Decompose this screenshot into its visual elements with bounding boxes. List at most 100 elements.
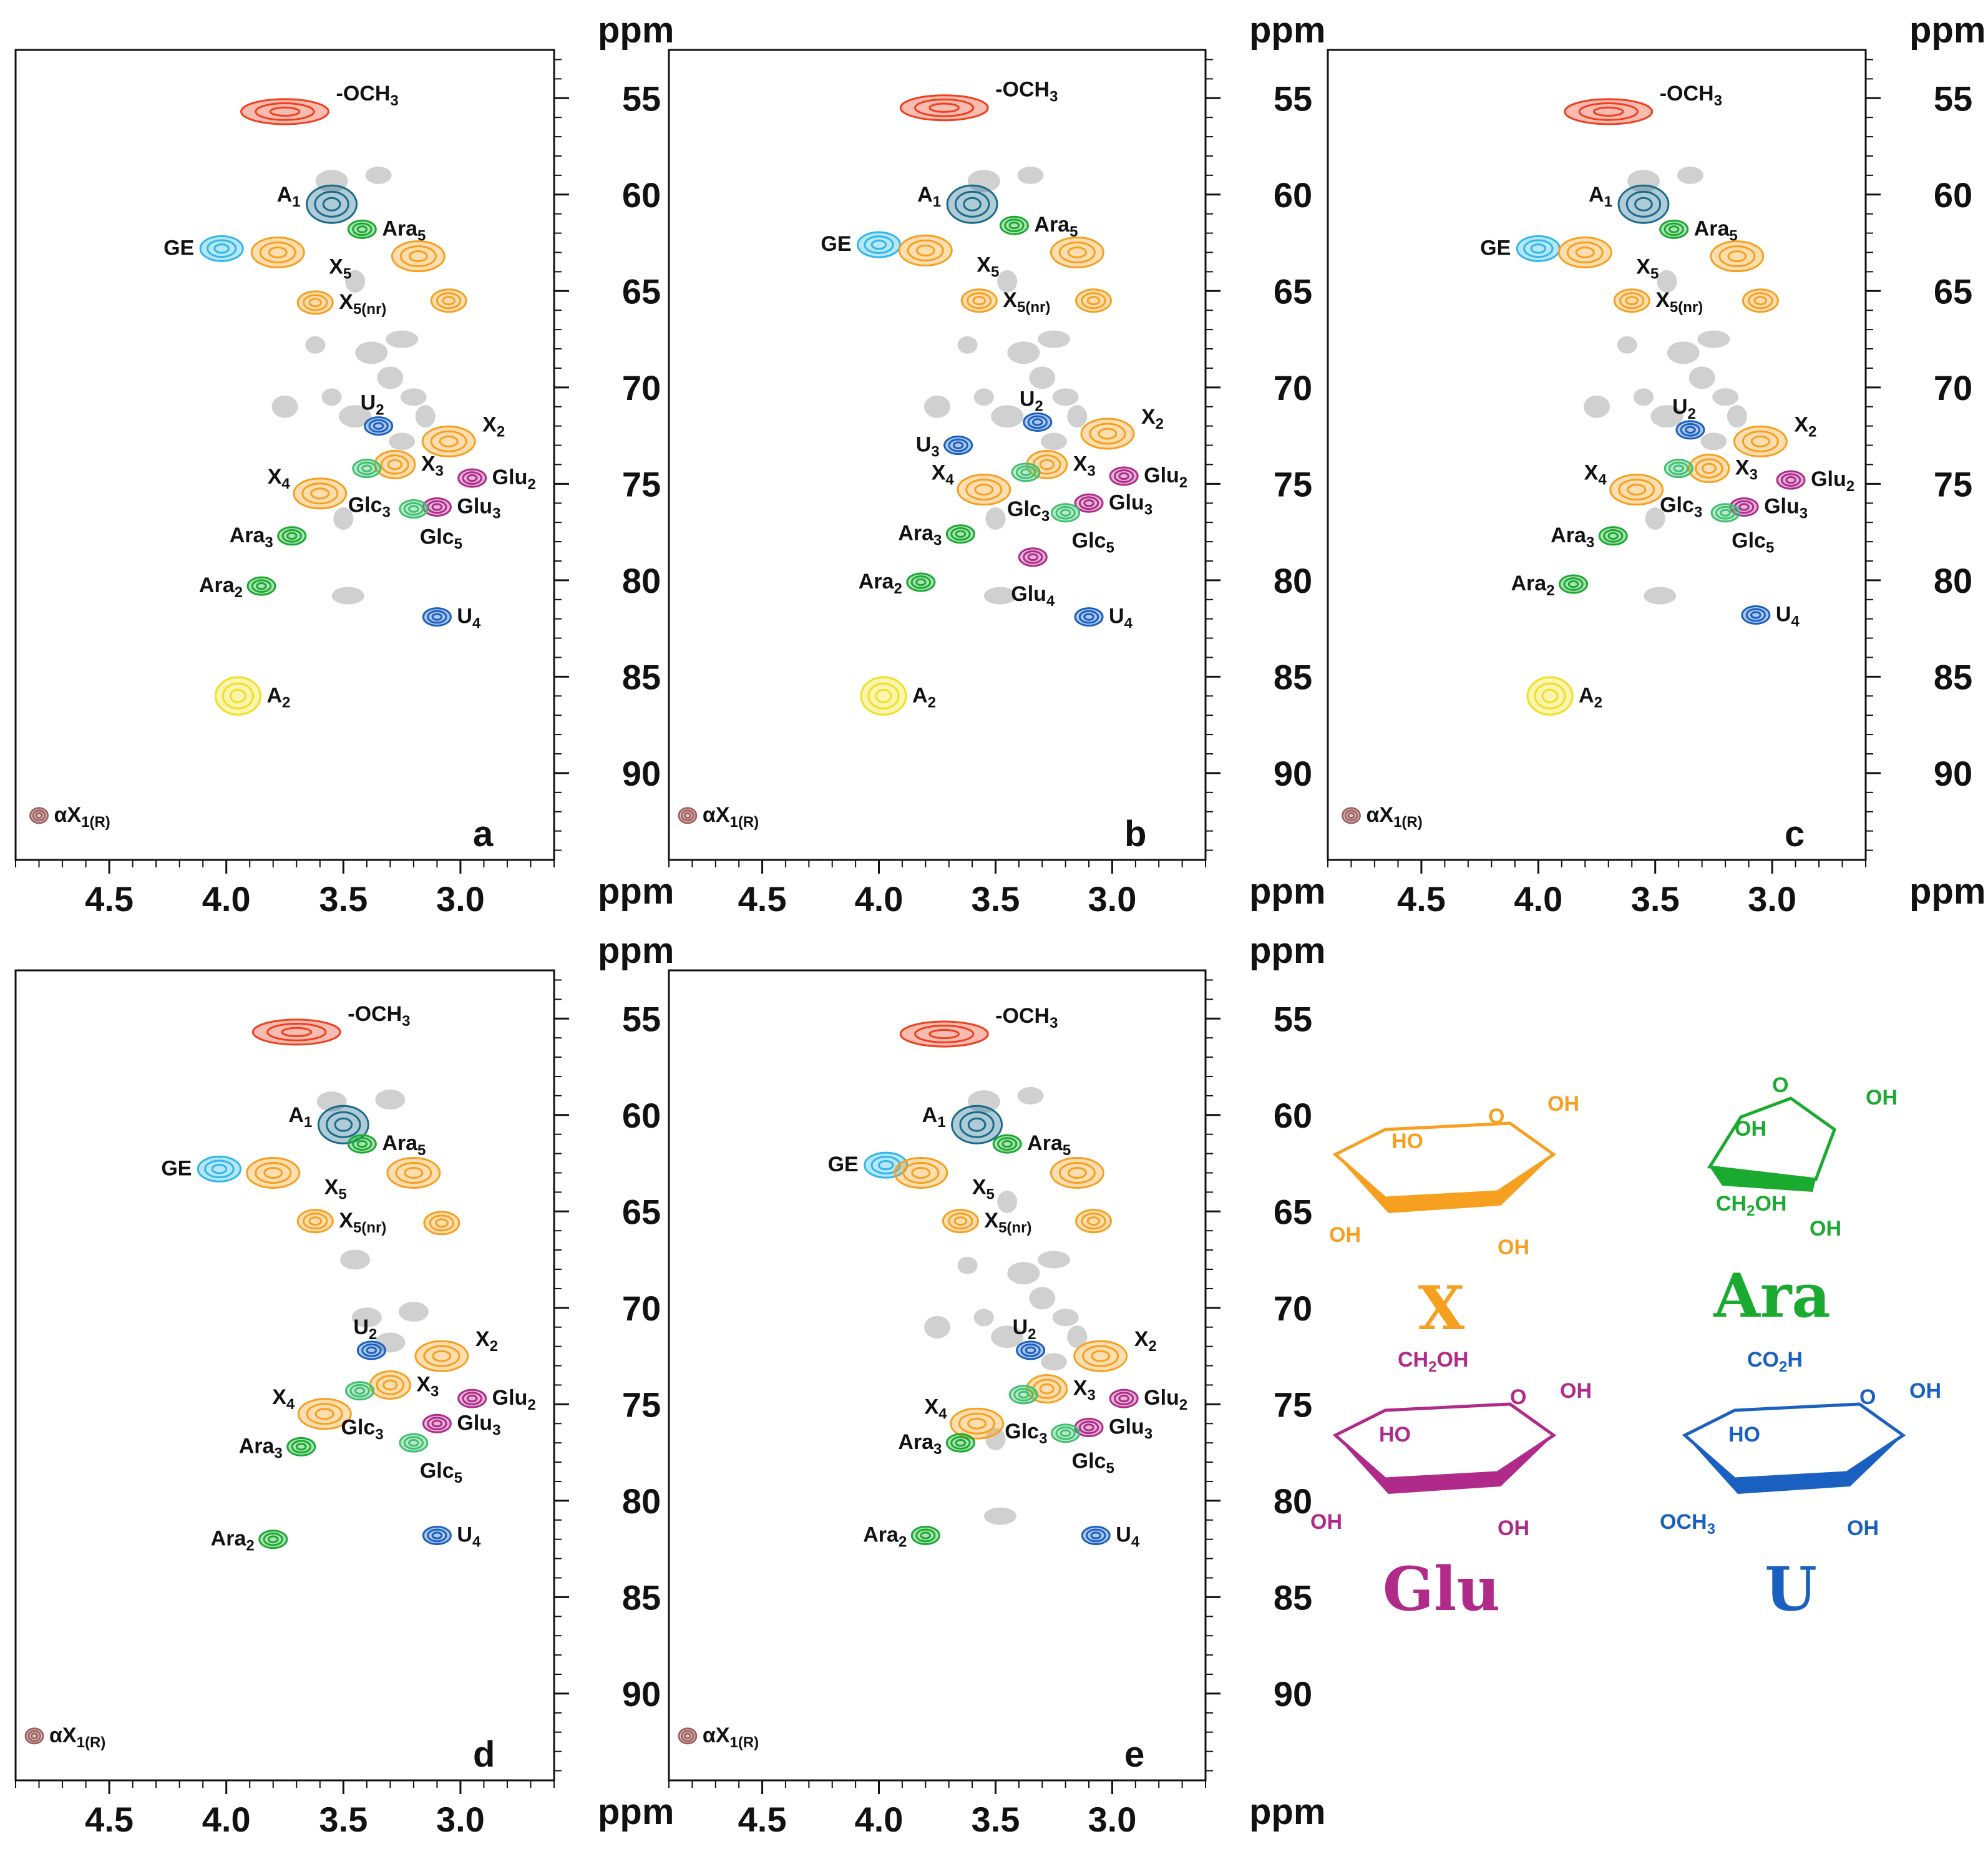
y-tick-label: 90 — [1274, 754, 1312, 793]
background-contour — [983, 587, 1016, 605]
contour-ring — [1118, 1394, 1129, 1403]
contour-ring — [295, 1443, 307, 1451]
background-contour — [345, 270, 366, 293]
peak-label: Glc3 — [1005, 1420, 1047, 1447]
peak-label: Glu2 — [1811, 467, 1854, 495]
structure-atom-label: OH — [1847, 1516, 1879, 1540]
peak-label: A2 — [912, 683, 936, 711]
contour-ring — [368, 419, 389, 433]
contour-ring — [286, 532, 298, 540]
peak-label: U4 — [1116, 1523, 1140, 1551]
contour-ring — [431, 1420, 443, 1428]
peak-label: U4 — [457, 605, 481, 632]
peak-U-2 — [1023, 412, 1053, 432]
contour-ring — [959, 1111, 995, 1138]
contour-ring — [683, 812, 692, 819]
peak-label: X5(nr) — [339, 1209, 386, 1236]
contour-ring — [204, 1159, 235, 1179]
contour-ring — [1523, 239, 1554, 258]
background-contour — [1017, 166, 1044, 184]
ring-bond-bold — [1335, 1154, 1554, 1213]
peak-X-5nr — [1075, 288, 1113, 313]
contour-ring — [1534, 682, 1566, 710]
contour-ring — [1113, 469, 1134, 483]
peak-label: A1 — [288, 1103, 312, 1131]
contour-ring — [1098, 427, 1118, 440]
contour-ring — [1634, 197, 1653, 212]
peak-X-2 — [1073, 1340, 1128, 1372]
contour-ring — [399, 245, 437, 268]
y-tick-label: 55 — [1274, 79, 1312, 118]
background-contour — [1007, 1262, 1040, 1285]
contour-ring — [423, 1345, 460, 1367]
plot-frame — [14, 969, 555, 1782]
y-tick-label: 65 — [1274, 1192, 1312, 1231]
peak-label: X4 — [1584, 461, 1607, 489]
contour-ring — [1592, 106, 1624, 117]
peak-label: X3 — [1735, 456, 1758, 484]
panel-letter: b — [1124, 814, 1146, 854]
contour-ring — [255, 1162, 292, 1184]
background-contour — [1040, 1353, 1067, 1371]
peak-label: U2 — [361, 391, 384, 419]
background-contour — [1727, 405, 1747, 428]
contour-ring — [928, 102, 960, 113]
contour-ring — [442, 296, 456, 306]
background-contour — [1029, 1287, 1056, 1310]
contour-ring — [1089, 422, 1126, 445]
peak-label: Glc5 — [420, 1459, 462, 1486]
contour-ring — [1060, 1429, 1071, 1437]
peak-X-4 — [957, 474, 1011, 506]
background-contour — [355, 341, 388, 364]
contour-ring — [1566, 241, 1604, 263]
contour-ring — [864, 235, 894, 254]
structure-atom-label: OH — [1810, 1217, 1841, 1241]
background-contour — [967, 170, 1000, 193]
peak-label: -OCH3 — [1660, 82, 1722, 109]
peak-label: X2 — [482, 412, 505, 440]
contour-ring — [32, 809, 46, 822]
peak-label: X4 — [932, 461, 955, 489]
contour-ring — [1780, 473, 1801, 487]
background-contour — [1040, 432, 1067, 451]
peak-Ara-2 — [1559, 574, 1589, 594]
structure-name: Glu — [1383, 1554, 1500, 1624]
y-tick-label: 60 — [1274, 1096, 1312, 1135]
peak-Ara-5 — [1659, 219, 1689, 239]
peak-label: A1 — [917, 183, 941, 210]
structure-x: O OH HO OH OH X — [1329, 1092, 1579, 1344]
contour-ring — [1715, 505, 1736, 520]
y-tick-label: 70 — [622, 1289, 661, 1328]
background-contour — [415, 405, 436, 428]
panel-letter: c — [1785, 814, 1805, 854]
peak-label: X5(nr) — [1003, 288, 1050, 316]
y-tick-label: 90 — [622, 754, 661, 793]
peak-label: GE — [161, 1156, 192, 1180]
contour-ring — [1785, 476, 1796, 484]
peak-label: U2 — [353, 1315, 377, 1343]
contour-ring — [1015, 465, 1036, 479]
contour-ring — [1745, 608, 1766, 622]
contour-ring — [1078, 610, 1099, 624]
peak-U-3 — [943, 436, 973, 456]
peak-X-5 — [246, 1157, 301, 1189]
background-contour — [1007, 341, 1040, 364]
contour-ring — [310, 487, 330, 500]
peak-label: Glc5 — [1732, 529, 1774, 557]
contour-ring — [303, 1212, 328, 1230]
peak-Glu-2 — [1109, 466, 1139, 486]
ring-bond-bold — [1335, 1435, 1554, 1494]
contour-ring — [910, 575, 931, 589]
panel-letter: e — [1124, 1734, 1144, 1775]
peak-label: Glc5 — [1072, 529, 1114, 557]
peak-Ara-3 — [1598, 526, 1628, 546]
y-tick-label: 65 — [1934, 271, 1972, 311]
peak-X-5 — [1050, 1157, 1104, 1189]
structure-name: X — [1418, 1273, 1465, 1344]
contour-ring — [395, 1162, 432, 1184]
contour-ring — [259, 241, 296, 263]
peak-Glc-3 — [1011, 462, 1041, 482]
